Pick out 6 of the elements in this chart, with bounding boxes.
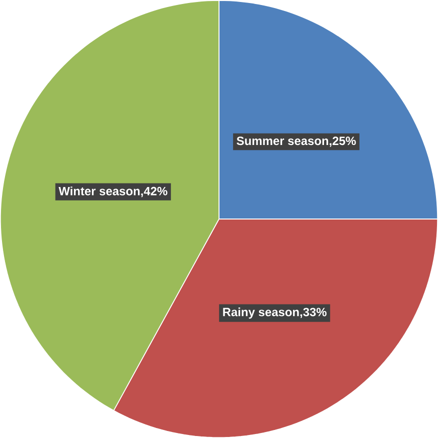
data-label: ,33% — [300, 308, 327, 318]
data-label: ,42% — [141, 186, 168, 198]
slice-label: Winter season — [58, 186, 140, 196]
data-label: ,25% — [330, 136, 356, 147]
slice-label: Summer season — [236, 136, 328, 146]
slice-label: Rainy season — [223, 307, 299, 319]
